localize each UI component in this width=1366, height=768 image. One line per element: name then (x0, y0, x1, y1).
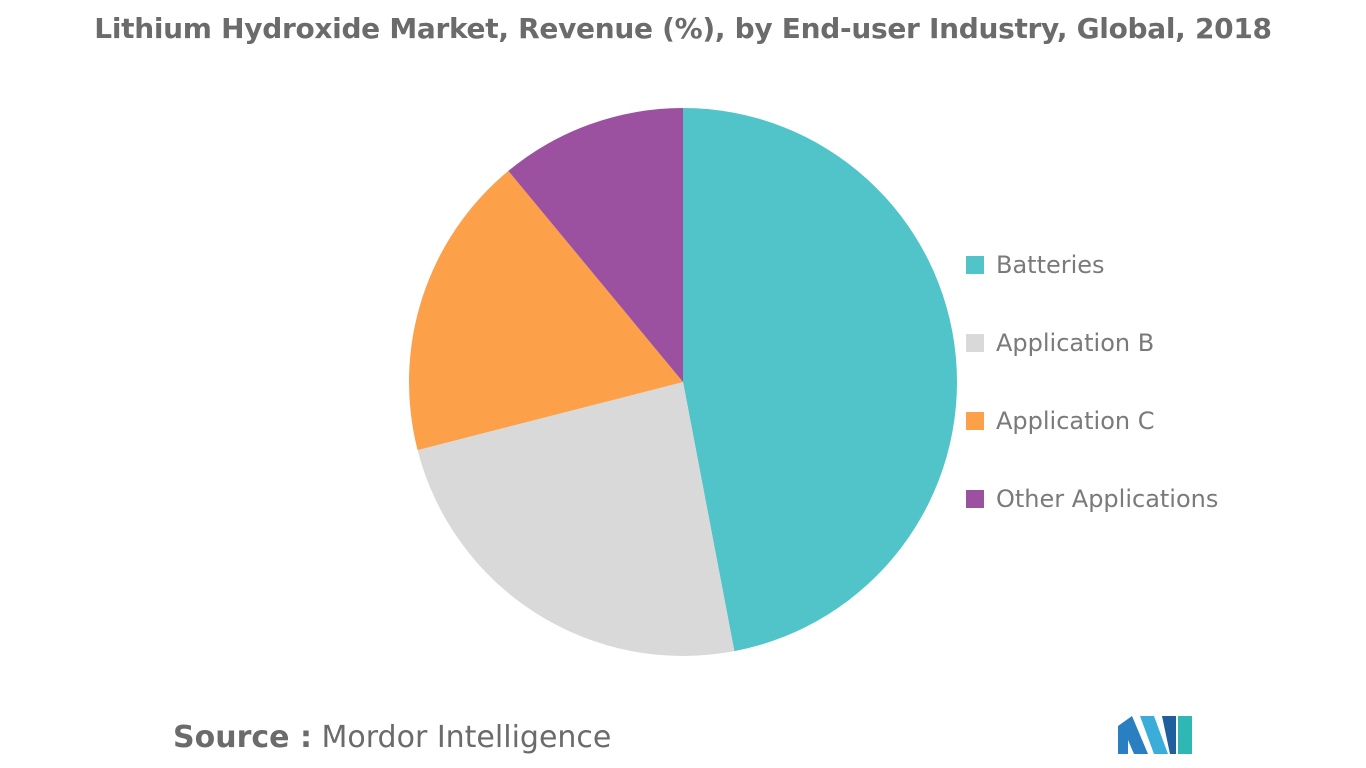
legend: Batteries Application B Application C Ot… (966, 246, 1218, 558)
legend-swatch (966, 256, 984, 274)
legend-label: Application C (996, 407, 1155, 435)
pie-slice-batteries (683, 108, 958, 652)
legend-label: Application B (996, 329, 1155, 357)
source-label: Source : (173, 720, 312, 755)
legend-swatch (966, 334, 984, 352)
pie-slices (409, 108, 958, 657)
pie-slice-other-applications (508, 108, 683, 382)
legend-label: Batteries (996, 251, 1105, 279)
chart-title: Lithium Hydroxide Market, Revenue (%), b… (94, 12, 1272, 45)
source-note: Source : Mordor Intelligence (173, 720, 611, 755)
legend-item-batteries: Batteries (966, 246, 1218, 324)
mordor-intelligence-logo-icon (1118, 716, 1192, 754)
legend-swatch (966, 490, 984, 508)
legend-item-application-b: Application B (966, 324, 1218, 402)
legend-item-other-applications: Other Applications (966, 480, 1218, 558)
legend-swatch (966, 412, 984, 430)
pie-slice-application-c (409, 170, 683, 451)
pie-slice-application-b (417, 382, 735, 657)
source-value: Mordor Intelligence (321, 720, 612, 755)
legend-label: Other Applications (996, 485, 1219, 513)
legend-item-application-c: Application C (966, 402, 1218, 480)
